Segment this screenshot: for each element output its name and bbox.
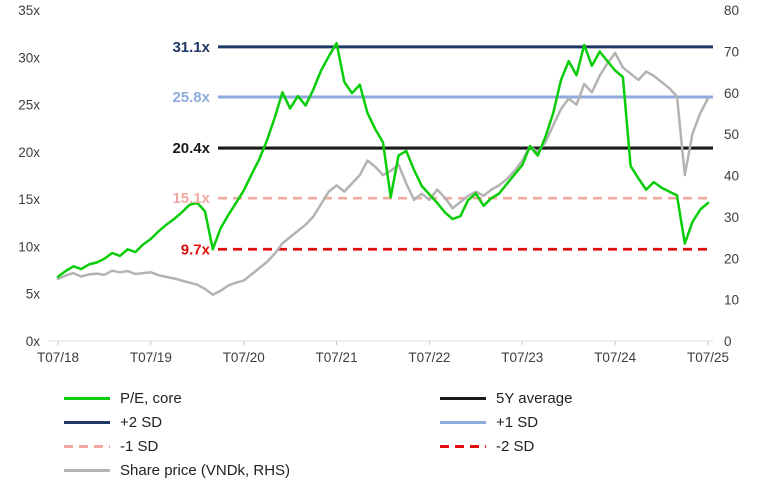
left-axis-tick-label: 10x	[18, 239, 40, 254]
legend-item-5y-average: 5Y average	[440, 387, 766, 410]
legend-swatch-p-e-core	[64, 397, 110, 400]
x-axis-tick-label: T07/22	[408, 350, 450, 365]
legend-item-2-sd: +2 SD	[64, 411, 440, 434]
right-axis-tick-label: 30	[724, 210, 739, 225]
right-axis-tick-label: 0	[724, 334, 732, 349]
legend-label-p-e-core: P/E, core	[120, 390, 182, 407]
reference-line-label--2-sd: 9.7x	[181, 241, 211, 258]
left-axis-tick-label: 5x	[26, 287, 41, 302]
right-axis-tick-label: 50	[724, 127, 739, 142]
right-axis-tick-label: 20	[724, 251, 739, 266]
x-axis-tick-label: T07/20	[223, 350, 265, 365]
legend-item-p-e-core: P/E, core	[64, 387, 440, 410]
legend-label-1-sd: -1 SD	[120, 438, 159, 455]
left-axis-tick-label: 15x	[18, 192, 40, 207]
legend-item-2-sd: -2 SD	[440, 435, 766, 458]
right-axis-tick-label: 70	[724, 44, 739, 59]
legend-label-5y-average: 5Y average	[496, 390, 573, 407]
x-axis-tick-label: T07/19	[130, 350, 172, 365]
left-axis-tick-label: 20x	[18, 145, 40, 160]
series-line-share-price-vndk-rhs-	[56, 51, 710, 296]
pe-chart-svg: T07/18 T07/19 T07/20 T07/21 T07/22 T07/23 T07/…	[18, 3, 739, 365]
x-axis-tick-label: T07/21	[316, 350, 358, 365]
reference-line-label-5y-average: 20.4x	[172, 140, 210, 157]
x-axis-tick-label: T07/18	[37, 350, 79, 365]
legend-item-1-sd: -1 SD	[64, 435, 440, 458]
legend-swatch-share-price-vndk-rhs	[64, 469, 110, 472]
chart-legend: P/E, core 5Y average +2 SD +1 SD -1 SD -2 SD S…	[0, 379, 766, 482]
legend-label-2-sd: +2 SD	[120, 414, 163, 431]
reference-line-label--1-sd: 15.1x	[172, 190, 210, 207]
x-axis-tick-label: T07/23	[501, 350, 543, 365]
x-axis-tick-label: T07/24	[594, 350, 637, 365]
legend-swatch-2-sd	[64, 421, 110, 424]
legend-item-1-sd: +1 SD	[440, 411, 766, 434]
legend-swatch-1-sd	[64, 445, 110, 448]
legend-item-share-price-vndk-rhs: Share price (VNDk, RHS)	[64, 459, 440, 482]
left-axis-tick-label: 30x	[18, 50, 40, 65]
x-axis-tick-label: T07/25	[687, 350, 729, 365]
left-axis-tick-label: 0x	[26, 334, 41, 349]
left-axis-tick-label: 35x	[18, 3, 40, 18]
right-axis-tick-label: 10	[724, 293, 739, 308]
right-axis-tick-label: 80	[724, 3, 739, 18]
legend-label-1-sd: +1 SD	[496, 414, 539, 431]
legend-swatch-2-sd	[440, 445, 486, 448]
right-axis-tick-label: 60	[724, 86, 739, 101]
reference-line-label--1-sd: 25.8x	[172, 89, 210, 106]
left-axis-tick-label: 25x	[18, 98, 40, 113]
right-axis-tick-label: 40	[724, 169, 739, 184]
reference-line-label--2-sd: 31.1x	[172, 39, 210, 56]
legend-swatch-5y-average	[440, 397, 486, 400]
legend-swatch-1-sd	[440, 421, 486, 424]
legend-label-2-sd: -2 SD	[496, 438, 535, 455]
legend-label-share-price-vndk-rhs: Share price (VNDk, RHS)	[120, 462, 291, 479]
series-line-p-e-core	[56, 41, 710, 278]
